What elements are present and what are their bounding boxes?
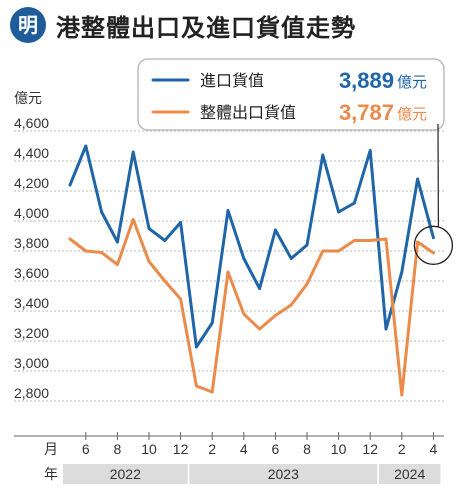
data-point-export xyxy=(131,218,135,221)
data-point-export xyxy=(384,237,388,241)
data-point-export xyxy=(116,263,119,266)
data-point-import xyxy=(242,257,246,260)
legend-unit-import: 億元 xyxy=(397,73,427,91)
year-label: 2023 xyxy=(268,466,299,482)
data-point-import xyxy=(131,150,135,154)
data-point-export xyxy=(289,303,293,307)
data-point-export xyxy=(163,279,167,283)
data-point-import xyxy=(337,210,340,214)
data-point-export xyxy=(416,240,419,244)
x-tick-label: 8 xyxy=(114,441,122,457)
data-point-import xyxy=(305,243,309,247)
data-point-export xyxy=(305,282,309,286)
data-point-export xyxy=(368,239,372,242)
data-point-export xyxy=(68,237,72,241)
legend-label-export: 整體出口貨值 xyxy=(200,103,296,122)
y-tick-label: 4,600 xyxy=(14,115,49,131)
data-point-import xyxy=(116,240,119,244)
data-point-import xyxy=(210,321,214,325)
y-tick-label: 3,400 xyxy=(14,295,49,311)
year-band xyxy=(379,464,441,484)
data-point-import xyxy=(353,201,356,205)
year-label: 2022 xyxy=(110,466,141,482)
y-tick-label: 4,000 xyxy=(14,205,49,221)
data-point-import xyxy=(289,257,293,260)
x-tick-label: 4 xyxy=(240,441,248,457)
series-line-import xyxy=(68,144,435,349)
x-tick-label: 12 xyxy=(362,441,378,457)
y-tick-label: 3,600 xyxy=(14,265,49,281)
data-point-export xyxy=(84,249,88,253)
data-point-export xyxy=(432,251,435,255)
legend-value-export: 3,787 xyxy=(339,100,394,125)
data-point-import xyxy=(274,228,277,232)
data-point-export xyxy=(100,251,103,254)
y-tick-label: 3,800 xyxy=(14,235,49,251)
y-axis-unit: 億元 xyxy=(14,90,42,106)
data-point-import xyxy=(432,236,435,240)
data-point-import xyxy=(226,209,230,212)
chart-title: 港整體出口及進口貨值走勢 xyxy=(56,14,356,42)
y-tick-label: 3,000 xyxy=(14,355,49,371)
data-point-import xyxy=(321,153,325,157)
year-band xyxy=(189,464,378,484)
latest-value-circle xyxy=(413,225,454,265)
data-point-export xyxy=(353,239,356,242)
y-tick-label: 2,800 xyxy=(14,385,49,401)
y-tick-label: 3,200 xyxy=(14,325,49,341)
newspaper-logo: 明 xyxy=(10,7,46,43)
data-point-export xyxy=(242,312,246,316)
y-tick-label: 4,400 xyxy=(14,145,49,161)
x-tick-label: 10 xyxy=(141,441,157,457)
x-tick-label: 6 xyxy=(272,441,280,457)
y-axis: 億元 4,600 4,400 4,200 4,000 3,800 3,600 3,400 3,2… xyxy=(14,90,49,401)
data-point-import xyxy=(68,183,72,187)
x-tick-label: 2 xyxy=(398,441,406,457)
year-axis-label: 年 xyxy=(44,466,58,482)
legend-label-import: 進口貨值 xyxy=(200,71,264,90)
data-point-export xyxy=(210,390,214,394)
data-point-import xyxy=(195,345,198,349)
series-line-export xyxy=(68,218,435,397)
latest-callout xyxy=(413,123,454,265)
data-point-import xyxy=(163,239,167,242)
data-point-import xyxy=(84,144,88,148)
x-tick-label: 2 xyxy=(208,441,216,457)
data-point-import xyxy=(400,270,404,274)
data-point-export xyxy=(337,249,340,253)
data-point-export xyxy=(400,393,404,397)
x-axis: 月 6 8 10 12 2 4 6 8 10 12 2 4 年 2022 2023 2024 xyxy=(14,432,444,484)
legend-value-import: 3,889 xyxy=(339,68,394,93)
y-tick-label: 4,200 xyxy=(14,175,49,191)
data-point-export xyxy=(274,314,277,317)
data-point-export xyxy=(226,270,230,274)
data-point-export xyxy=(195,384,198,388)
data-point-import xyxy=(147,227,151,230)
x-tick-label: 10 xyxy=(331,441,347,457)
legend-unit-export: 億元 xyxy=(397,105,427,123)
legend-box xyxy=(137,58,445,131)
x-tick-label: 4 xyxy=(430,441,438,457)
data-point-export xyxy=(258,327,261,331)
x-tick-label: 6 xyxy=(82,441,90,457)
x-tick-label: 8 xyxy=(303,441,311,457)
x-tick-label: 12 xyxy=(173,441,189,457)
data-point-export xyxy=(321,249,325,253)
year-label: 2024 xyxy=(394,466,425,482)
data-point-export xyxy=(179,297,183,301)
data-point-import xyxy=(179,221,183,224)
chart-header: 明 港整體出口及進口貨值走勢 xyxy=(0,0,474,46)
data-point-import xyxy=(384,327,388,331)
series-lines xyxy=(68,144,435,397)
data-point-import xyxy=(100,210,103,214)
data-point-export xyxy=(147,260,151,263)
year-band xyxy=(63,464,188,484)
data-point-import xyxy=(368,149,372,152)
data-point-import xyxy=(416,177,419,181)
month-axis-label: 月 xyxy=(44,441,58,457)
data-point-import xyxy=(258,287,261,290)
